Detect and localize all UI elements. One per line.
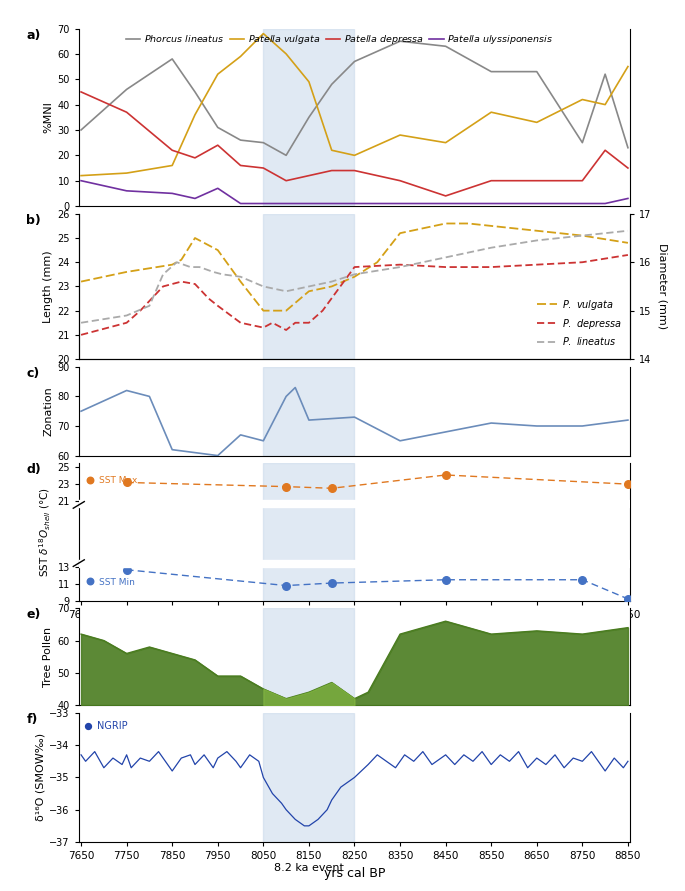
Point xyxy=(121,562,132,576)
Point xyxy=(623,477,634,491)
Text: SST Max: SST Max xyxy=(99,477,138,486)
Point xyxy=(623,592,634,606)
Text: f): f) xyxy=(27,713,38,726)
Y-axis label: SST $\delta^{18}O_{shell}$ (°C): SST $\delta^{18}O_{shell}$ (°C) xyxy=(38,487,53,576)
Y-axis label: Tree Pollen: Tree Pollen xyxy=(43,626,53,687)
Y-axis label: Zonation: Zonation xyxy=(43,387,53,436)
Y-axis label: δ¹⁶O (SMOW‰): δ¹⁶O (SMOW‰) xyxy=(35,733,45,822)
Bar xyxy=(263,609,354,705)
Point xyxy=(82,719,93,733)
Bar xyxy=(263,367,354,455)
Point xyxy=(440,468,451,482)
Legend: $Phorcus\ lineatus$, $Patella\ vulgata$, $Patella\ depressa$, $Patella\ ulyssipo: $Phorcus\ lineatus$, $Patella\ vulgata$,… xyxy=(122,29,558,50)
Legend: $P.\ vulgata$, $P.\ depressa$, $P.\ lineatus$: $P.\ vulgata$, $P.\ depressa$, $P.\ line… xyxy=(534,294,625,351)
Bar xyxy=(263,463,354,601)
Point xyxy=(85,575,96,589)
Y-axis label: Length (mm): Length (mm) xyxy=(43,250,53,323)
Point xyxy=(326,481,337,495)
Text: d): d) xyxy=(27,463,41,477)
Point xyxy=(440,573,451,587)
Point xyxy=(281,578,292,593)
Text: NGRIP: NGRIP xyxy=(97,721,127,731)
Bar xyxy=(263,713,354,842)
Text: a): a) xyxy=(27,29,41,42)
Text: c): c) xyxy=(27,367,40,380)
Text: e): e) xyxy=(27,609,41,621)
Point xyxy=(281,479,292,494)
Text: 8.2 ka event: 8.2 ka event xyxy=(274,863,344,873)
Point xyxy=(326,576,337,590)
Y-axis label: Diameter (mm): Diameter (mm) xyxy=(657,243,667,330)
Point xyxy=(85,473,96,487)
X-axis label: yrs cal BP: yrs cal BP xyxy=(324,867,385,879)
Bar xyxy=(263,29,354,206)
Point xyxy=(121,475,132,489)
Y-axis label: %MNI: %MNI xyxy=(43,102,53,134)
Bar xyxy=(263,214,354,359)
Text: b): b) xyxy=(27,214,41,227)
Point xyxy=(577,573,588,587)
Text: SST Min: SST Min xyxy=(99,577,135,587)
